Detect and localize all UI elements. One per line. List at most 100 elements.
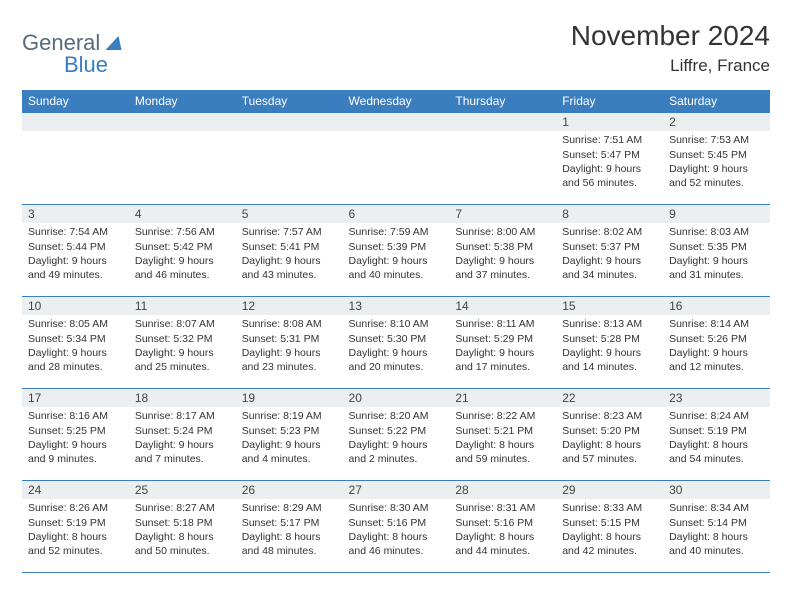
day-info: Sunrise: 8:29 AMSunset: 5:17 PMDaylight:… [236, 499, 343, 560]
calendar-cell: 1Sunrise: 7:51 AMSunset: 5:47 PMDaylight… [556, 113, 663, 205]
day-info: Sunrise: 8:33 AMSunset: 5:15 PMDaylight:… [556, 499, 663, 560]
calendar-cell [236, 113, 343, 205]
day-number: 30 [663, 481, 770, 499]
day-info: Sunrise: 8:20 AMSunset: 5:22 PMDaylight:… [343, 407, 450, 468]
calendar-week: 10Sunrise: 8:05 AMSunset: 5:34 PMDayligh… [22, 297, 770, 389]
day-number: 12 [236, 297, 343, 315]
day-info: Sunrise: 7:56 AMSunset: 5:42 PMDaylight:… [129, 223, 236, 284]
day-info: Sunrise: 8:02 AMSunset: 5:37 PMDaylight:… [556, 223, 663, 284]
calendar-cell: 4Sunrise: 7:56 AMSunset: 5:42 PMDaylight… [129, 205, 236, 297]
calendar-week: 3Sunrise: 7:54 AMSunset: 5:44 PMDaylight… [22, 205, 770, 297]
day-info: Sunrise: 8:26 AMSunset: 5:19 PMDaylight:… [22, 499, 129, 560]
calendar-cell: 2Sunrise: 7:53 AMSunset: 5:45 PMDaylight… [663, 113, 770, 205]
day-info: Sunrise: 7:53 AMSunset: 5:45 PMDaylight:… [663, 131, 770, 192]
calendar-cell: 23Sunrise: 8:24 AMSunset: 5:19 PMDayligh… [663, 389, 770, 481]
location: Liffre, France [571, 56, 770, 76]
calendar-cell [129, 113, 236, 205]
day-info: Sunrise: 8:34 AMSunset: 5:14 PMDaylight:… [663, 499, 770, 560]
calendar-cell: 18Sunrise: 8:17 AMSunset: 5:24 PMDayligh… [129, 389, 236, 481]
calendar-cell: 9Sunrise: 8:03 AMSunset: 5:35 PMDaylight… [663, 205, 770, 297]
calendar-cell: 27Sunrise: 8:30 AMSunset: 5:16 PMDayligh… [343, 481, 450, 573]
calendar-cell: 6Sunrise: 7:59 AMSunset: 5:39 PMDaylight… [343, 205, 450, 297]
calendar-cell: 3Sunrise: 7:54 AMSunset: 5:44 PMDaylight… [22, 205, 129, 297]
calendar-week: 1Sunrise: 7:51 AMSunset: 5:47 PMDaylight… [22, 113, 770, 205]
calendar-week: 24Sunrise: 8:26 AMSunset: 5:19 PMDayligh… [22, 481, 770, 573]
day-info: Sunrise: 8:16 AMSunset: 5:25 PMDaylight:… [22, 407, 129, 468]
weekday-header: Thursday [449, 90, 556, 113]
calendar-cell: 11Sunrise: 8:07 AMSunset: 5:32 PMDayligh… [129, 297, 236, 389]
day-info: Sunrise: 8:19 AMSunset: 5:23 PMDaylight:… [236, 407, 343, 468]
day-info: Sunrise: 8:11 AMSunset: 5:29 PMDaylight:… [449, 315, 556, 376]
calendar-cell: 29Sunrise: 8:33 AMSunset: 5:15 PMDayligh… [556, 481, 663, 573]
weekday-header: Wednesday [343, 90, 450, 113]
day-number [236, 113, 343, 131]
day-number: 5 [236, 205, 343, 223]
day-number: 3 [22, 205, 129, 223]
calendar-cell: 19Sunrise: 8:19 AMSunset: 5:23 PMDayligh… [236, 389, 343, 481]
day-number: 6 [343, 205, 450, 223]
day-info: Sunrise: 8:31 AMSunset: 5:16 PMDaylight:… [449, 499, 556, 560]
day-info: Sunrise: 8:13 AMSunset: 5:28 PMDaylight:… [556, 315, 663, 376]
calendar-cell: 15Sunrise: 8:13 AMSunset: 5:28 PMDayligh… [556, 297, 663, 389]
day-info: Sunrise: 8:23 AMSunset: 5:20 PMDaylight:… [556, 407, 663, 468]
day-number: 22 [556, 389, 663, 407]
day-number: 23 [663, 389, 770, 407]
day-number: 18 [129, 389, 236, 407]
calendar-cell: 26Sunrise: 8:29 AMSunset: 5:17 PMDayligh… [236, 481, 343, 573]
day-number: 10 [22, 297, 129, 315]
header: General Blue November 2024 Liffre, Franc… [22, 20, 770, 76]
day-number: 19 [236, 389, 343, 407]
day-number: 8 [556, 205, 663, 223]
day-number: 25 [129, 481, 236, 499]
day-number: 20 [343, 389, 450, 407]
triangle-icon [103, 36, 122, 50]
day-info: Sunrise: 8:30 AMSunset: 5:16 PMDaylight:… [343, 499, 450, 560]
day-number: 9 [663, 205, 770, 223]
calendar-cell: 21Sunrise: 8:22 AMSunset: 5:21 PMDayligh… [449, 389, 556, 481]
calendar-body: 1Sunrise: 7:51 AMSunset: 5:47 PMDaylight… [22, 113, 770, 573]
logo-word2: Blue [64, 54, 120, 76]
day-number: 28 [449, 481, 556, 499]
day-number: 13 [343, 297, 450, 315]
calendar-cell: 17Sunrise: 8:16 AMSunset: 5:25 PMDayligh… [22, 389, 129, 481]
calendar-cell [449, 113, 556, 205]
title-block: November 2024 Liffre, France [571, 20, 770, 76]
calendar-cell: 5Sunrise: 7:57 AMSunset: 5:41 PMDaylight… [236, 205, 343, 297]
day-number [449, 113, 556, 131]
calendar-cell: 24Sunrise: 8:26 AMSunset: 5:19 PMDayligh… [22, 481, 129, 573]
logo-word1: General [22, 32, 100, 54]
month-title: November 2024 [571, 20, 770, 52]
calendar-cell: 8Sunrise: 8:02 AMSunset: 5:37 PMDaylight… [556, 205, 663, 297]
calendar-cell: 22Sunrise: 8:23 AMSunset: 5:20 PMDayligh… [556, 389, 663, 481]
calendar-cell [22, 113, 129, 205]
calendar-cell: 13Sunrise: 8:10 AMSunset: 5:30 PMDayligh… [343, 297, 450, 389]
day-number: 16 [663, 297, 770, 315]
calendar-cell: 12Sunrise: 8:08 AMSunset: 5:31 PMDayligh… [236, 297, 343, 389]
calendar-cell: 20Sunrise: 8:20 AMSunset: 5:22 PMDayligh… [343, 389, 450, 481]
calendar-week: 17Sunrise: 8:16 AMSunset: 5:25 PMDayligh… [22, 389, 770, 481]
day-number: 15 [556, 297, 663, 315]
day-info: Sunrise: 8:24 AMSunset: 5:19 PMDaylight:… [663, 407, 770, 468]
day-number: 2 [663, 113, 770, 131]
day-number: 11 [129, 297, 236, 315]
calendar-table: SundayMondayTuesdayWednesdayThursdayFrid… [22, 90, 770, 573]
day-info: Sunrise: 7:54 AMSunset: 5:44 PMDaylight:… [22, 223, 129, 284]
calendar-cell: 16Sunrise: 8:14 AMSunset: 5:26 PMDayligh… [663, 297, 770, 389]
day-info: Sunrise: 8:17 AMSunset: 5:24 PMDaylight:… [129, 407, 236, 468]
day-info: Sunrise: 7:59 AMSunset: 5:39 PMDaylight:… [343, 223, 450, 284]
weekday-header: Friday [556, 90, 663, 113]
calendar-cell [343, 113, 450, 205]
day-info: Sunrise: 8:14 AMSunset: 5:26 PMDaylight:… [663, 315, 770, 376]
day-number [129, 113, 236, 131]
day-number: 14 [449, 297, 556, 315]
day-number: 21 [449, 389, 556, 407]
day-info: Sunrise: 8:03 AMSunset: 5:35 PMDaylight:… [663, 223, 770, 284]
day-number: 7 [449, 205, 556, 223]
day-number: 29 [556, 481, 663, 499]
calendar-cell: 10Sunrise: 8:05 AMSunset: 5:34 PMDayligh… [22, 297, 129, 389]
calendar-cell: 7Sunrise: 8:00 AMSunset: 5:38 PMDaylight… [449, 205, 556, 297]
day-number: 17 [22, 389, 129, 407]
day-info: Sunrise: 8:00 AMSunset: 5:38 PMDaylight:… [449, 223, 556, 284]
day-info: Sunrise: 8:27 AMSunset: 5:18 PMDaylight:… [129, 499, 236, 560]
day-number: 26 [236, 481, 343, 499]
